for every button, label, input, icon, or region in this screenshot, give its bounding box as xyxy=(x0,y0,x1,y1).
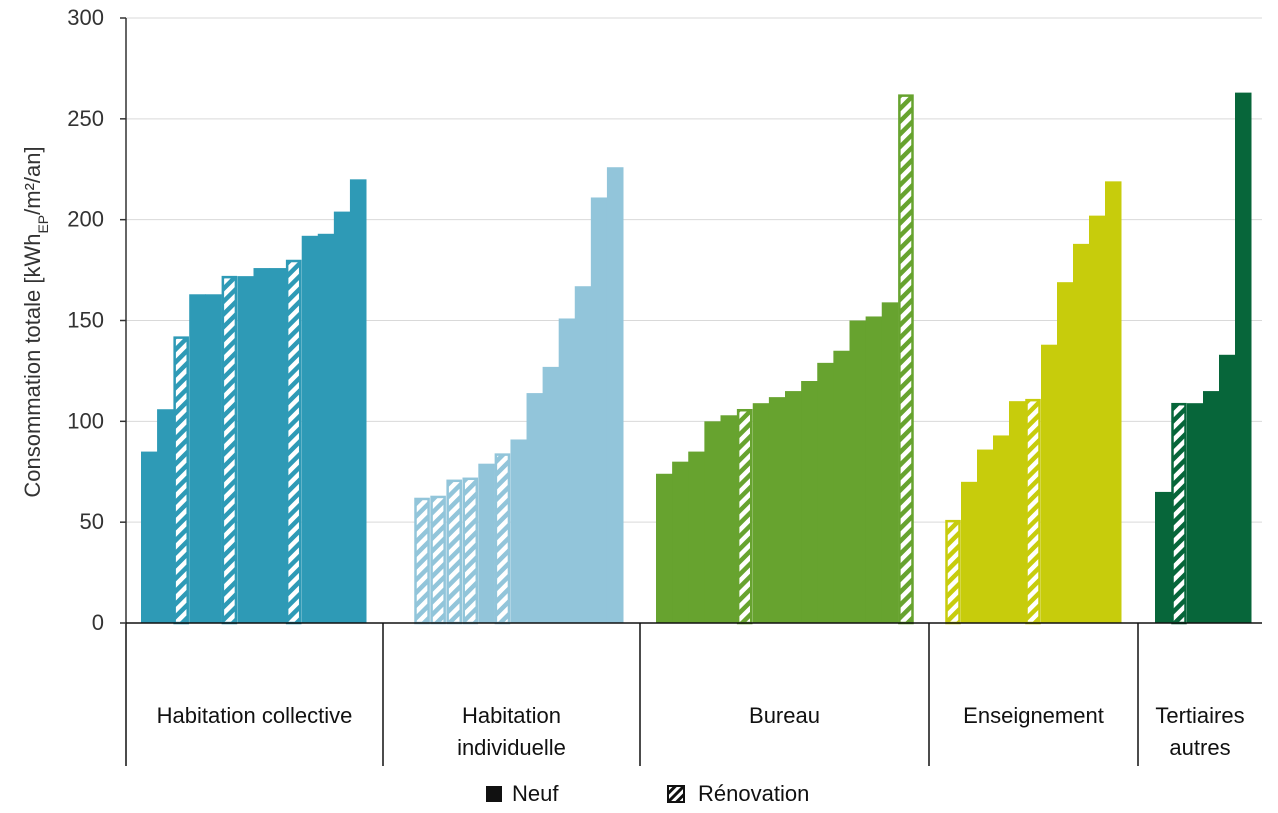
bar-neuf xyxy=(558,318,576,623)
bar-neuf xyxy=(768,397,786,623)
bar-renovation xyxy=(494,453,511,625)
bar-neuf xyxy=(672,461,689,623)
bar-renovation xyxy=(1025,398,1041,625)
bar-neuf xyxy=(205,294,222,623)
bar-neuf xyxy=(801,381,818,623)
bar-neuf xyxy=(1105,181,1122,623)
bar-neuf xyxy=(1187,403,1204,623)
bar-neuf xyxy=(141,451,158,623)
bar-neuf xyxy=(1203,391,1220,623)
bar-renovation xyxy=(173,336,189,625)
bar-neuf xyxy=(606,167,624,623)
y-tick-labels: 0 50 100 150 200 250 300 xyxy=(67,5,104,635)
bar-neuf xyxy=(526,393,544,623)
bar-renovation xyxy=(898,94,914,625)
legend-swatch-neuf xyxy=(486,786,502,802)
bar-renovation xyxy=(736,408,753,625)
bar-neuf xyxy=(993,435,1010,623)
bar-renovation xyxy=(430,495,446,625)
legend-label: Neuf xyxy=(512,781,559,806)
bar-renovation xyxy=(446,479,462,625)
bar-renovation xyxy=(945,519,961,625)
category-label: autres xyxy=(1169,735,1230,760)
bar-neuf xyxy=(785,391,802,623)
bar-neuf xyxy=(253,268,271,623)
bar-neuf xyxy=(510,439,528,623)
bar-neuf xyxy=(189,294,206,623)
bar-neuf xyxy=(704,421,721,623)
y-tick-label: 100 xyxy=(67,408,104,433)
bar-neuf xyxy=(849,320,867,623)
bar-neuf xyxy=(478,463,495,623)
bar-neuf xyxy=(720,415,738,623)
bar-neuf xyxy=(881,302,899,623)
bar-neuf xyxy=(752,403,770,623)
category-label: Tertiaires xyxy=(1155,703,1244,728)
y-tick-label: 0 xyxy=(92,610,104,635)
bar-neuf xyxy=(1041,344,1058,623)
bar-neuf xyxy=(349,179,367,624)
y-tick-label: 300 xyxy=(67,5,104,30)
y-tick-label: 250 xyxy=(67,106,104,131)
bar-neuf xyxy=(977,449,994,623)
legend: Neuf Rénovation xyxy=(486,781,809,806)
bar-renovation xyxy=(414,497,430,625)
category-label: Habitation xyxy=(462,703,561,728)
bar-neuf xyxy=(656,473,673,623)
bar-neuf xyxy=(961,481,978,623)
bar-neuf xyxy=(817,362,834,623)
bar-neuf xyxy=(157,409,174,623)
bar-neuf xyxy=(237,276,254,623)
category-label: individuelle xyxy=(457,735,566,760)
legend-label: Rénovation xyxy=(698,781,809,806)
bar-neuf xyxy=(1073,243,1090,623)
y-tick-label: 50 xyxy=(80,509,104,534)
bar-neuf xyxy=(865,316,883,623)
bar-neuf xyxy=(1219,354,1236,623)
bar-renovation xyxy=(462,477,479,625)
bar-neuf xyxy=(269,268,287,623)
bar-neuf xyxy=(833,350,850,623)
bar-neuf xyxy=(542,366,560,623)
category-label: Habitation collective xyxy=(157,703,353,728)
category-label: Enseignement xyxy=(963,703,1104,728)
bar-neuf xyxy=(301,235,319,624)
bar-neuf xyxy=(688,451,705,623)
bars xyxy=(141,92,1252,625)
bar-neuf xyxy=(1009,401,1026,623)
bar-neuf xyxy=(1235,92,1252,623)
bar-neuf xyxy=(1155,491,1172,623)
bar-neuf xyxy=(1089,215,1106,623)
category-labels: Habitation collective Habitation individue… xyxy=(157,703,1245,760)
bar-neuf xyxy=(1057,282,1074,623)
legend-swatch-renovation xyxy=(667,785,685,803)
bar-neuf xyxy=(574,286,592,623)
y-tick-label: 200 xyxy=(67,207,104,232)
bar-neuf xyxy=(333,211,351,623)
category-label: Bureau xyxy=(749,703,820,728)
bar-renovation xyxy=(1171,402,1187,625)
bar-renovation xyxy=(285,259,302,625)
bar-neuf xyxy=(590,197,608,623)
y-axis-label: Consommation totale [kWhEP/m²/an] xyxy=(20,146,51,497)
y-tick-label: 150 xyxy=(67,308,104,333)
bar-neuf xyxy=(317,233,335,624)
axes xyxy=(120,17,1262,766)
bar-renovation xyxy=(221,275,238,625)
